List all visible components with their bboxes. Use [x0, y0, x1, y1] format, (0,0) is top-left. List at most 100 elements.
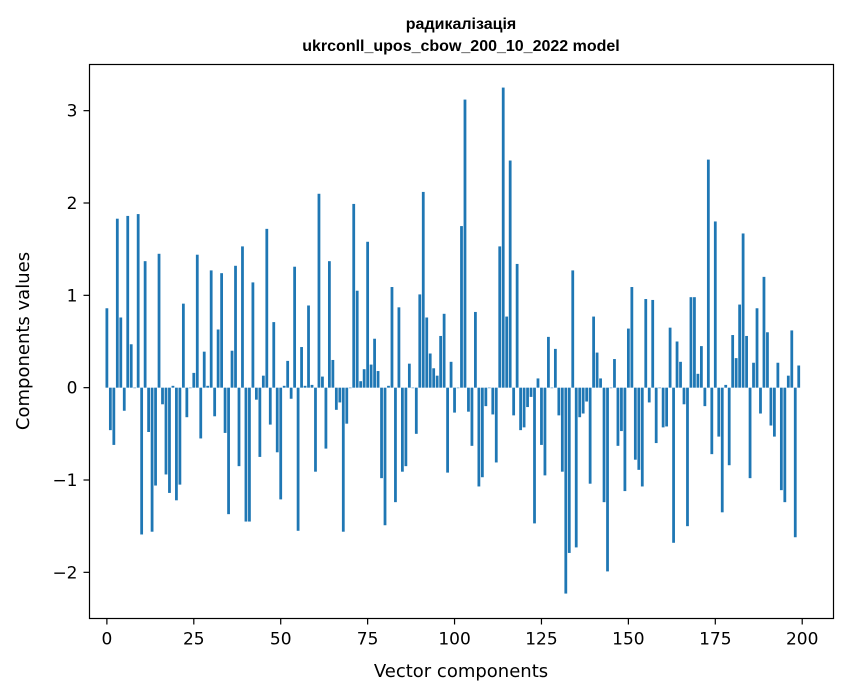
bar-94: [432, 368, 436, 388]
bar-30: [209, 270, 213, 388]
bar-29: [206, 385, 210, 388]
bar-121: [526, 387, 529, 408]
bar-184: [745, 335, 748, 388]
bar-130: [557, 387, 561, 416]
bar-176: [717, 387, 721, 437]
bar-180: [731, 335, 735, 388]
bar-123: [533, 387, 536, 524]
bar-112: [494, 387, 498, 463]
bar-44: [258, 387, 262, 457]
bar-128: [550, 387, 554, 389]
bar-74: [362, 369, 366, 388]
bar-47: [268, 387, 272, 425]
bar-110: [487, 387, 491, 389]
bar-48: [272, 322, 276, 388]
bar-174: [710, 387, 714, 455]
bar-93: [428, 353, 432, 388]
chart-subtitle: ukrconll_upos_cbow_200_10_2022 model: [302, 38, 619, 55]
bar-78: [376, 371, 380, 388]
bar-13: [150, 387, 154, 532]
bar-9: [136, 214, 140, 388]
x-tick-label: 100: [438, 630, 470, 650]
bar-5: [122, 387, 126, 411]
bar-37: [234, 265, 237, 388]
x-tick-label: 150: [612, 630, 644, 650]
bar-179: [727, 387, 731, 466]
bar-106: [474, 311, 477, 388]
bar-68: [341, 387, 345, 532]
bar-129: [553, 348, 557, 388]
bar-117: [512, 387, 516, 416]
bar-191: [769, 387, 773, 426]
bar-125: [540, 387, 543, 445]
bar-22: [181, 303, 185, 388]
x-tick-label: 175: [699, 630, 731, 650]
bar-185: [748, 387, 752, 479]
bar-144: [606, 387, 609, 572]
x-tick-label: 200: [786, 630, 818, 650]
bar-126: [543, 387, 547, 476]
bar-186: [752, 362, 755, 388]
bar-119: [519, 387, 522, 431]
bar-155: [644, 299, 648, 388]
bar-140: [592, 316, 596, 388]
bar-34: [223, 387, 227, 433]
bar-118: [515, 263, 519, 388]
bar-192: [773, 387, 776, 437]
bar-3: [115, 218, 119, 388]
plot-area-frame: [88, 63, 835, 620]
bar-103: [463, 99, 467, 388]
bar-2: [112, 387, 116, 445]
bar-157: [651, 299, 655, 388]
bar-189: [762, 276, 766, 388]
bar-39: [241, 246, 244, 388]
bar-170: [696, 373, 700, 388]
bar-150: [626, 328, 630, 388]
bar-199: [797, 365, 801, 388]
bar-165: [679, 361, 682, 388]
bar-195: [783, 387, 787, 503]
bar-series: [105, 87, 801, 594]
bar-108: [480, 387, 484, 478]
bar-156: [647, 387, 651, 403]
bar-149: [623, 387, 627, 492]
bar-151: [630, 287, 634, 388]
bar-190: [766, 332, 769, 388]
bar-158: [654, 387, 658, 444]
bar-147: [616, 387, 620, 446]
bar-99: [449, 361, 453, 388]
bar-127: [547, 336, 550, 388]
bar-181: [734, 358, 738, 388]
bar-120: [522, 387, 526, 428]
bar-32: [216, 329, 220, 388]
bar-60: [314, 387, 317, 472]
bar-63: [324, 387, 328, 449]
bar-101: [456, 387, 460, 389]
bar-49: [275, 387, 279, 453]
bar-51: [282, 385, 286, 388]
y-tick-label: 3: [67, 102, 78, 122]
bar-55: [296, 387, 300, 531]
y-tick-label: −1: [52, 471, 77, 491]
bar-124: [536, 378, 540, 388]
bar-87: [407, 363, 411, 388]
bar-53: [289, 387, 293, 399]
bar-177: [720, 387, 724, 513]
x-axis: 0 25 50 75 100 125 150 175 200: [101, 618, 818, 650]
bar-116: [508, 160, 512, 388]
bar-105: [470, 387, 474, 446]
bar-54: [293, 266, 297, 388]
bar-143: [602, 387, 606, 503]
bar-131: [560, 387, 564, 472]
bar-88: [411, 387, 415, 389]
bar-96: [439, 335, 443, 388]
bar-111: [491, 387, 495, 415]
bar-69: [345, 387, 349, 424]
bar-193: [776, 362, 780, 388]
bar-61: [317, 193, 321, 388]
bar-62: [321, 376, 324, 388]
bar-38: [237, 387, 241, 467]
bar-64: [327, 261, 331, 388]
bar-18: [168, 387, 171, 493]
